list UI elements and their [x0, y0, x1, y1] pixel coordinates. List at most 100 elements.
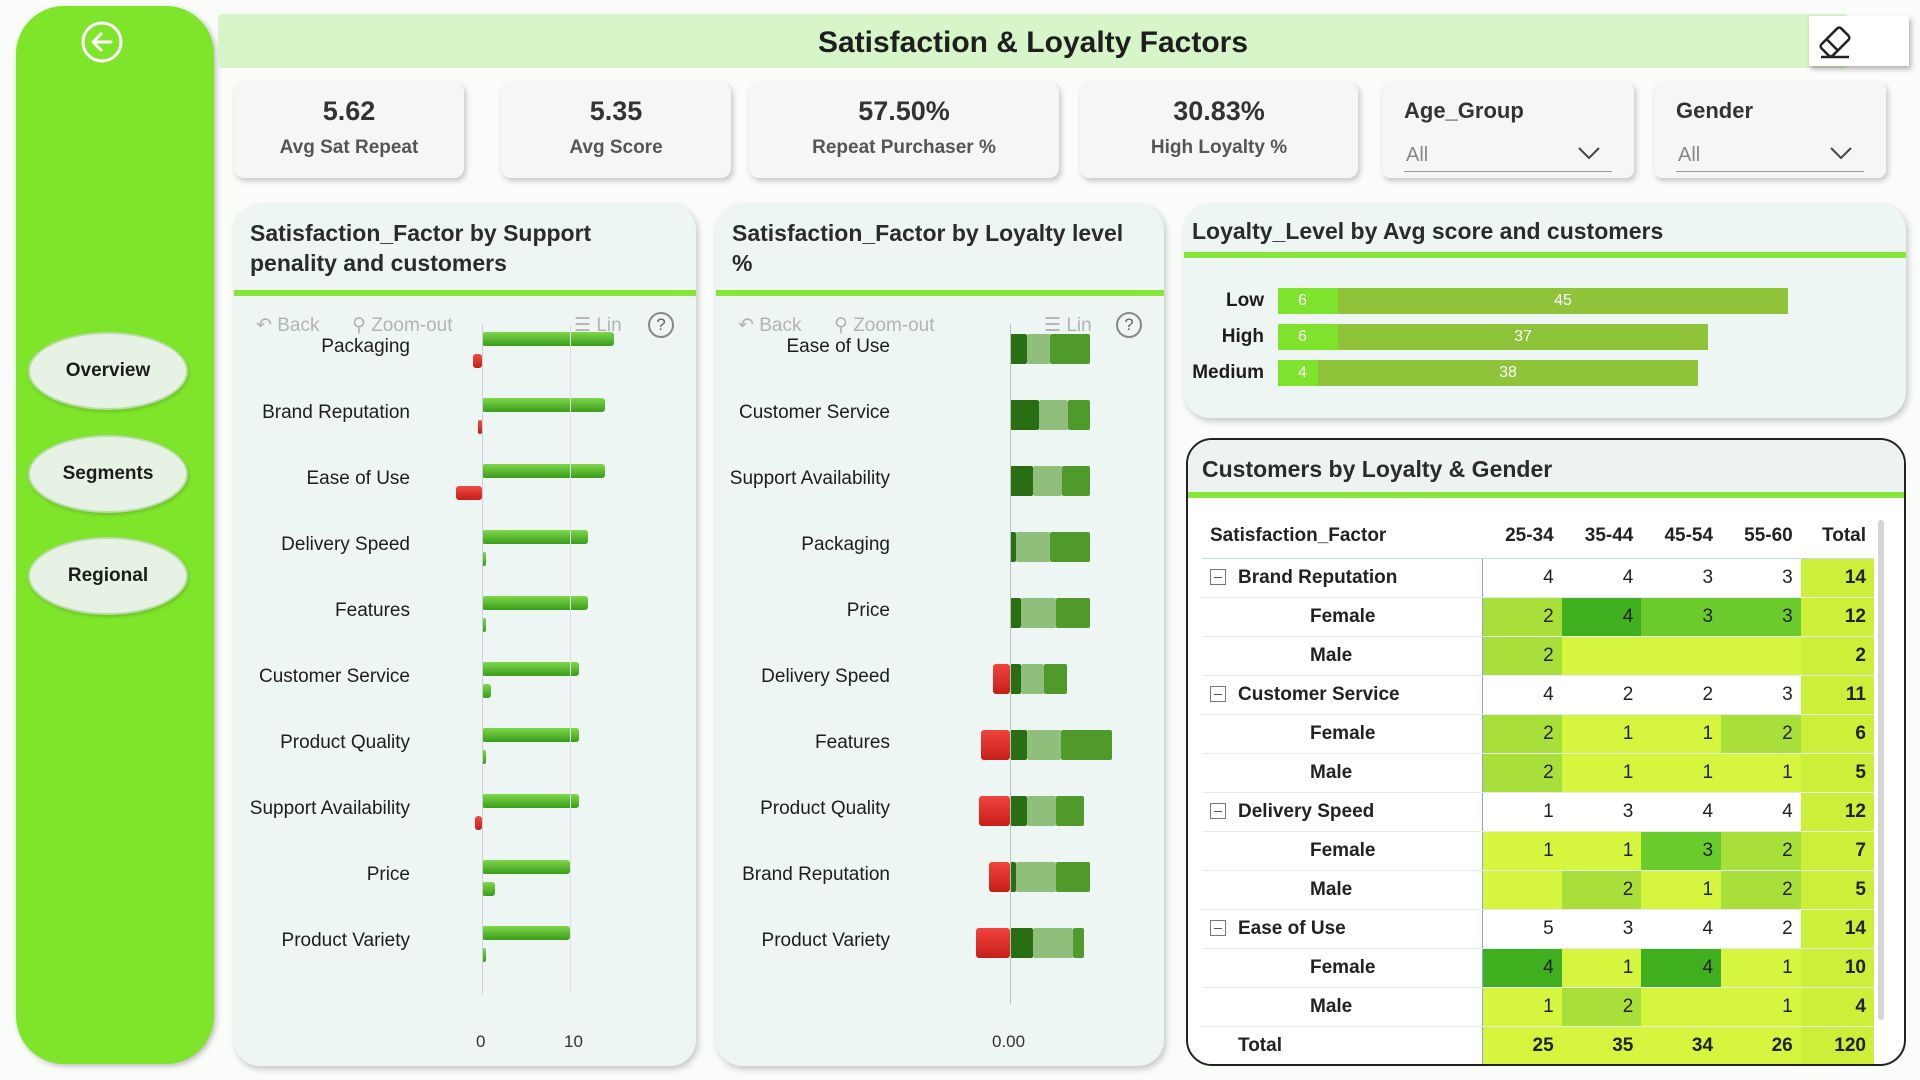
column-header[interactable]: 35-44 [1561, 514, 1642, 559]
row-label[interactable]: Brand Reputation [1202, 558, 1483, 598]
collapse-icon[interactable] [1210, 568, 1226, 585]
panel-divider [1184, 252, 1906, 258]
penality-bar [455, 486, 482, 500]
bar-category-label: High [1221, 326, 1264, 347]
customers-bar [482, 596, 588, 610]
collapse-icon[interactable] [1210, 802, 1226, 819]
penality-bar [473, 354, 482, 368]
stacked-segment [1044, 664, 1067, 694]
x-tick-label: 10 [564, 1032, 583, 1051]
help-icon[interactable]: ? [648, 312, 674, 338]
matrix-total-cell: 2 [1800, 636, 1874, 676]
matrix-cell: 2 [1561, 675, 1642, 715]
column-header[interactable]: Satisfaction_Factor [1202, 514, 1482, 559]
zoom-out-label: Zoom-out [371, 315, 453, 336]
nav-segments-button[interactable]: Segments [28, 435, 188, 513]
collapse-icon[interactable] [1210, 685, 1226, 702]
stacked-segment [1021, 598, 1056, 628]
row-label-text: Delivery Speed [1238, 800, 1375, 822]
matrix-parent-row: Delivery Speed 1 3 4 4 12 [1202, 792, 1874, 832]
row-label-text: Male [1310, 644, 1353, 666]
collapse-icon[interactable] [1210, 919, 1226, 936]
kpi-avg-score: 5.35 Avg Score [501, 82, 731, 178]
row-label[interactable]: Ease of Use [1202, 909, 1483, 949]
stacked-segment [1061, 730, 1113, 760]
matrix-child-row: Female 1 1 3 2 7 [1202, 831, 1874, 871]
arrow-left-circle-icon[interactable] [78, 18, 126, 66]
matrix-cell: 2 [1561, 987, 1642, 1027]
avg-score-segment: 6 [1278, 288, 1338, 314]
bar-category-label: Packaging [801, 534, 890, 555]
matrix-total-cell: 14 [1800, 558, 1874, 598]
stacked-segment [1033, 466, 1062, 496]
matrix-cell: 2 [1721, 909, 1801, 949]
matrix-cell [1482, 870, 1562, 910]
bar-category-label: Product Variety [281, 930, 410, 951]
bar-category-label: Price [846, 600, 890, 621]
matrix-cell [1721, 636, 1801, 676]
matrix-cell: 3 [1641, 597, 1722, 637]
customers-bar [482, 794, 579, 808]
slicer-value: All [1406, 144, 1429, 166]
bar-category-label: Low [1226, 290, 1264, 311]
lin-label: Lin [596, 315, 622, 336]
back-button[interactable]: ↶ Back [256, 315, 320, 336]
matrix-total-cell: 4 [1800, 987, 1874, 1027]
nav-regional-button[interactable]: Regional [28, 537, 188, 615]
gender-slicer: Gender All [1654, 82, 1886, 178]
support-penality-chart-panel: Satisfaction_Factor by Support penality … [234, 204, 696, 1066]
customers-bar [482, 662, 579, 676]
back-button[interactable]: ↶ Back [738, 315, 802, 336]
customers-bar [482, 530, 588, 544]
matrix-cell: 2 [1482, 753, 1562, 793]
penality-bar [477, 420, 482, 434]
bar-category-label: Delivery Speed [281, 534, 410, 555]
matrix-cell: 4 [1641, 948, 1722, 988]
row-label-text: Customer Service [1238, 683, 1400, 705]
matrix-cell: 2 [1721, 870, 1801, 910]
column-header[interactable]: Total [1800, 514, 1874, 559]
customers-bar [482, 332, 614, 346]
matrix-cell: 1 [1641, 714, 1722, 754]
stacked-segment [1062, 466, 1090, 496]
matrix-scrollbar[interactable] [1878, 520, 1884, 1020]
matrix-cell: 4 [1641, 909, 1722, 949]
zoom-out-button[interactable]: ⚲ Zoom-out [834, 315, 935, 336]
gender-dropdown[interactable]: All [1676, 136, 1864, 172]
zero-axis-line [1010, 324, 1011, 1004]
matrix-cell [1641, 636, 1722, 676]
stacked-segment [1015, 532, 1050, 562]
clear-filters-button[interactable] [1809, 16, 1909, 66]
customers-segment: 37 [1338, 324, 1708, 350]
row-label: Male [1202, 753, 1483, 793]
row-label-text: Male [1310, 995, 1353, 1017]
stacked-segment [1010, 862, 1016, 892]
eraser-icon [1819, 26, 1851, 59]
stacked-segment [1067, 400, 1090, 430]
matrix-header: Customers by Loyalty & Gender [1188, 440, 1904, 496]
loyalty-level-avg-score-panel: Loyalty_Level by Avg score and customers… [1184, 204, 1906, 418]
nav-overview-button[interactable]: Overview [28, 332, 188, 410]
matrix-total-cell: 11 [1800, 675, 1874, 715]
zoom-out-button[interactable]: ⚲ Zoom-out [352, 315, 453, 336]
age-group-dropdown[interactable]: All [1404, 136, 1612, 172]
row-label[interactable]: Customer Service [1202, 675, 1483, 715]
lin-button[interactable]: ☰ Lin [1044, 315, 1092, 336]
stacked-segment [1010, 532, 1016, 562]
column-header[interactable]: 45-54 [1641, 514, 1722, 559]
stacked-segment [1010, 664, 1022, 694]
row-label-text: Female [1310, 839, 1376, 861]
loyalty-level-chart-panel: Satisfaction_Factor by Loyalty level % ↶… [716, 204, 1164, 1066]
bar-category-label: Packaging [321, 336, 410, 357]
help-icon[interactable]: ? [1116, 312, 1142, 338]
column-header[interactable]: 25-34 [1482, 514, 1562, 559]
matrix-child-row: Male 2 1 2 5 [1202, 870, 1874, 910]
matrix-cell: 3 [1721, 597, 1801, 637]
lin-button[interactable]: ☰ Lin [574, 315, 622, 336]
kpi-value: 30.83% [1173, 96, 1265, 126]
bar-category-label: Support Availability [729, 468, 890, 489]
column-header[interactable]: 55-60 [1721, 514, 1801, 559]
bar-category-label: Customer Service [259, 666, 410, 687]
chart-title-line2: penality and customers [250, 250, 507, 276]
row-label[interactable]: Delivery Speed [1202, 792, 1483, 832]
